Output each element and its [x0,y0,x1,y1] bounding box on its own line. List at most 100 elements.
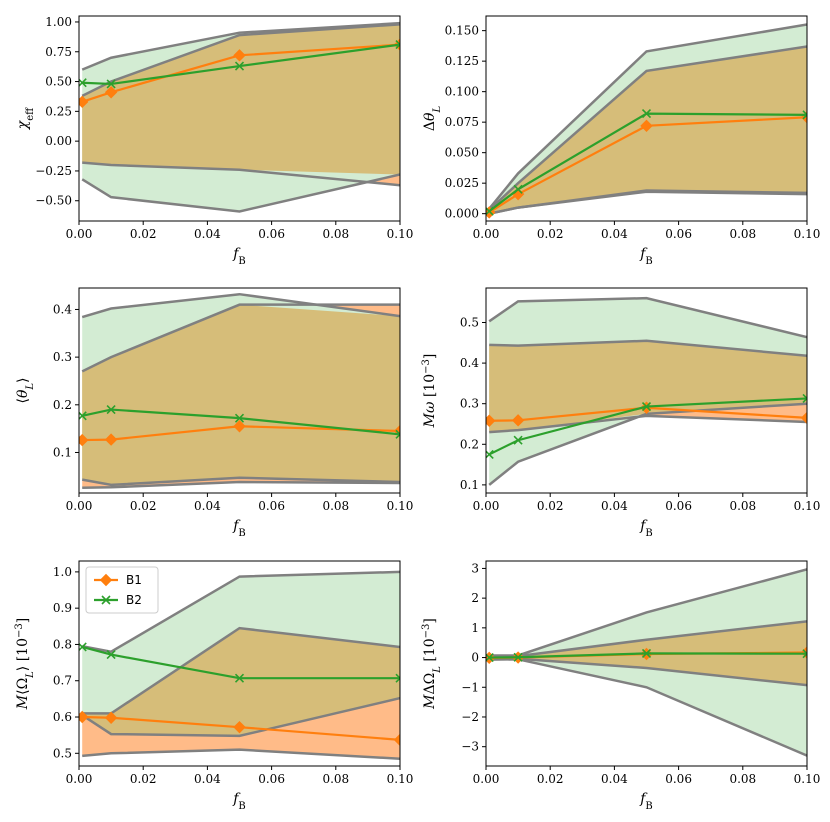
b2-marker [641,648,652,658]
plot-area [79,292,400,490]
y-tick-label: 0.8 [53,637,72,651]
y-axis-label-part: L [25,671,36,679]
b2-line [81,408,400,436]
y-tick-label: −3 [461,740,479,754]
b1-marker [233,49,246,62]
y-tick-label: 0.3 [460,397,479,411]
b2-line [489,652,807,659]
overlap-band [82,628,400,736]
b2-marker [395,40,400,50]
y-axis-label-part: ⟨Ω [15,678,31,695]
y-axis-label-part: M [422,412,438,428]
x-tick-label: 0.06 [665,499,692,513]
y-axis-label-part: eff [25,107,36,121]
y-tick-label: 0.1 [53,445,72,459]
y-axis-label-part: L [432,106,443,114]
y-axis-label-part: [10 [422,638,438,666]
b2-marker [234,673,245,683]
y-tick-label: 0.75 [45,45,72,59]
b2-marker [513,435,523,445]
y-axis-label-part: θ [15,389,31,398]
y-axis-label-part: −3 [421,359,432,374]
b2-marker [486,206,494,216]
b2-envelope-upper [488,296,807,339]
axes-frame [78,560,401,767]
y-axis-label-part: ] [15,618,31,623]
b2-marker [234,61,245,71]
b1-envelope-upper [81,23,400,97]
b1-marker [640,119,653,133]
x-tick-label: 0.10 [387,227,414,241]
b1-line [488,116,807,214]
b2-line [488,112,807,213]
b2-marker [79,411,87,421]
y-tick-label: −0.25 [35,164,72,178]
x-tick-label: 0.08 [322,227,349,241]
x-tick-label: 0.06 [258,772,285,786]
y-axis-label-part: θ [422,112,438,121]
y-axis-label-part: M [15,694,31,710]
y-axis-label-part: L [25,383,36,391]
y-axis-label: Mω [10−3] [421,354,439,429]
b2-marker [101,595,111,605]
y-tick-label: 0.7 [53,674,72,688]
b2-envelope-upper [81,570,400,654]
y-axis-label-part: −3 [14,623,25,638]
b1-envelope-lower [82,161,400,187]
panel-delta_theta_L: 0.00 0.02 0.04 0.06 0.08 0.10 0.150 0.125 0.100 0… [422,15,821,267]
y-tick-label: 0.000 [445,207,479,221]
y-axis-label: ⟨θL⟩ [15,377,36,403]
plot-area [486,568,807,757]
y-tick-label: 1.00 [45,15,72,29]
y-tick-label: 0.00 [45,134,72,148]
y-axis-label-part: −3 [421,624,432,639]
x-tick-label: 0.00 [66,499,93,513]
panel-M_mean_Omega_L: 0.00 0.02 0.04 0.06 0.08 0.10 1.0 0.9 0.8 0.7 0.6 0… [14,560,413,812]
y-tick-label: 0.5 [53,746,72,760]
b2-envelope-lower [81,476,400,487]
plot-area [79,570,400,760]
x-axis-label: fB [232,518,246,539]
x-tick-label: 0.10 [794,227,821,241]
b1-envelope-lower [82,480,400,490]
y-tick-label: 0.2 [53,398,72,412]
y-tick-label: 0.2 [460,437,479,451]
b2-marker [802,110,807,120]
b2-envelope-lower [81,696,400,738]
x-axis-label: fB [639,791,653,812]
b1-marker [511,414,525,427]
x-tick-label: 0.02 [537,499,564,513]
y-axis-label: ΔθL [422,106,443,132]
y-tick-label: −2 [461,710,479,724]
x-tick-label: 0.06 [258,499,285,513]
y-tick-label: 0.025 [445,176,479,190]
b2-line [82,43,400,86]
x-tick-label: 0.02 [537,772,564,786]
b2-marker [79,78,87,88]
b1-envelope-upper [82,626,400,715]
b2-marker [641,109,652,119]
b2-envelope-lower [489,658,807,757]
y-tick-label: 0 [471,651,479,665]
panel-mean_theta_L: 0.00 0.02 0.04 0.06 0.08 0.10 0.4 0.3 0.2 0.1 fB ⟨θ… [15,287,413,539]
y-tick-label: 0.4 [53,302,72,316]
b2-marker [513,652,523,662]
b1-line [81,43,400,103]
b1-envelope-upper [488,45,807,211]
b2-envelope-upper [81,292,400,319]
b2-marker [106,405,116,415]
x-axis-label: fB [232,791,246,812]
x-axis-label-part: B [238,256,245,267]
x-tick-label: 0.02 [130,499,157,513]
b1-marker [79,433,89,447]
x-axis-label-part: f [232,246,241,262]
b2-marker [106,650,116,660]
b2-envelope-lower [81,173,400,213]
b2-marker [486,652,494,663]
x-axis-label-part: B [238,801,245,812]
b1-line [82,715,400,741]
x-tick-label: 0.08 [729,499,756,513]
x-tick-label: 0.00 [473,772,500,786]
x-axis-label-part: f [232,791,241,807]
y-axis-label: χeff [15,107,36,130]
